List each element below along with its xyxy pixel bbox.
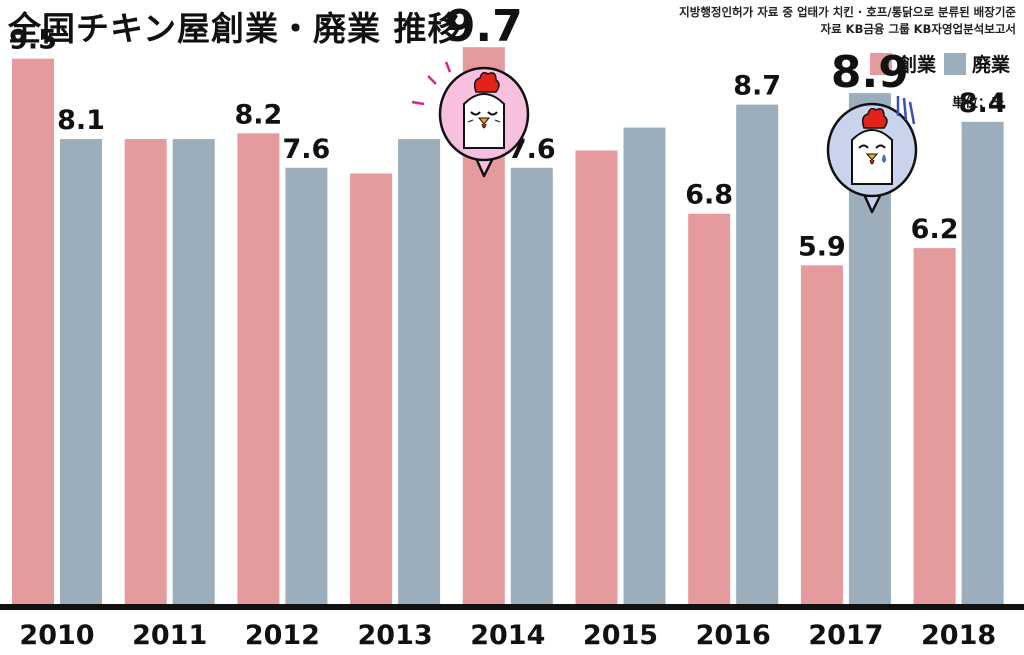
value-label-close-2010: 8.1 xyxy=(57,105,105,136)
value-label-close-2016: 8.7 xyxy=(733,71,781,102)
bar-open-2016 xyxy=(688,213,731,604)
value-label-open-2017: 5.9 xyxy=(798,231,846,262)
legend-entry-open: 創業 xyxy=(869,50,936,77)
x-tick-label-2018: 2018 xyxy=(921,620,996,651)
bar-close-2015 xyxy=(623,127,666,604)
x-tick-group: 2010 2011 2012 2013 2014 2015 2016 2017 2018 xyxy=(19,620,996,651)
bar-open-2018 xyxy=(913,248,956,604)
bar-close-2011 xyxy=(172,139,215,604)
value-label-close-2018: 8.4 xyxy=(959,88,1007,119)
bar-open-2017 xyxy=(800,265,843,604)
value-label-open-2010: 9.5 xyxy=(9,25,57,56)
bar-open-2015 xyxy=(575,150,618,605)
legend-label-close: 廃業 xyxy=(971,54,1010,76)
bar-close-2014 xyxy=(510,167,553,604)
value-label-open-2012: 8.2 xyxy=(234,99,282,130)
unit-label: 単位：千 xyxy=(951,96,1004,111)
bar-close-2018 xyxy=(961,121,1004,604)
x-tick-label-2016: 2016 xyxy=(696,620,771,651)
legend: 創業 廃業 xyxy=(869,50,1010,77)
bar-close-2012 xyxy=(285,167,328,604)
sparkle-line xyxy=(411,100,425,106)
bar-open-2013 xyxy=(350,173,393,604)
sparkle-line xyxy=(444,61,452,73)
source-line-1: 지방행정인허가 자료 중 업태가 치킨 · 호프/통닭으로 분류된 배장기준 xyxy=(679,5,1016,19)
bar-open-2010 xyxy=(12,58,54,604)
source-note: 지방행정인허가 자료 중 업태가 치킨 · 호프/통닭으로 분류된 배장기준 자… xyxy=(679,4,1016,38)
bar-open-2012 xyxy=(237,133,280,604)
x-tick-label-2010: 2010 xyxy=(19,620,94,651)
value-label-close-2012: 7.6 xyxy=(282,134,330,165)
x-axis-baseline xyxy=(0,604,1024,610)
legend-entry-close: 廃業 xyxy=(943,50,1010,77)
x-tick-label-2017: 2017 xyxy=(808,620,883,651)
sad-chicken-icon xyxy=(826,96,918,214)
value-label-group: 9.58.1 8.27.69.77.66.88.75.98.96.28.4 xyxy=(9,1,1006,262)
legend-swatch-close xyxy=(943,52,966,75)
bar-close-2013 xyxy=(398,139,441,604)
value-label-open-2014: 9.7 xyxy=(445,1,523,52)
value-label-close-2017: 8.9 xyxy=(831,47,909,98)
x-tick-label-2013: 2013 xyxy=(358,620,433,651)
x-tick-label-2011: 2011 xyxy=(132,620,207,651)
source-line-2: 자료 KB금융 그룹 KB자영업분석보고서 xyxy=(820,22,1016,36)
happy-chicken-icon xyxy=(411,61,530,178)
bar-open-2011 xyxy=(124,139,167,604)
chart-title: 全国チキン屋創業・廃業 推移 xyxy=(8,9,462,48)
legend-label-open: 創業 xyxy=(897,54,936,76)
gloom-line xyxy=(902,97,908,121)
x-tick-label-2012: 2012 xyxy=(245,620,320,651)
gloom-line xyxy=(908,101,916,125)
value-label-open-2018: 6.2 xyxy=(911,214,959,245)
sparkle-line xyxy=(427,75,437,85)
x-tick-label-2015: 2015 xyxy=(583,620,658,651)
bar-close-2010 xyxy=(60,139,102,604)
x-tick-label-2014: 2014 xyxy=(470,620,545,651)
bar-close-2016 xyxy=(736,104,779,605)
icon-group xyxy=(411,61,918,214)
legend-swatch-open xyxy=(869,52,892,75)
value-label-open-2016: 6.8 xyxy=(685,180,733,211)
